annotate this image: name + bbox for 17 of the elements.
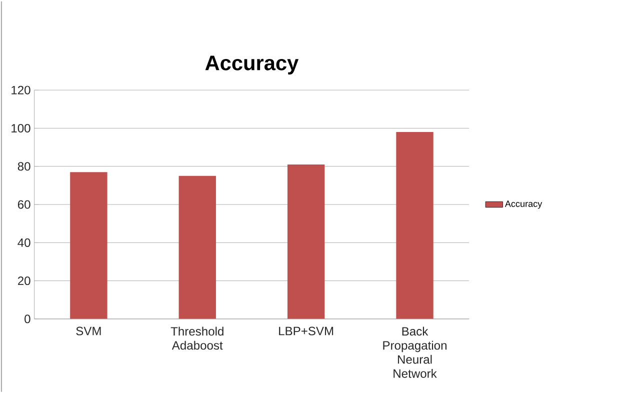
x-tick-label: SVM: [76, 326, 101, 336]
bar: [178, 176, 216, 319]
y-tick-label: 100: [12, 124, 30, 132]
y-tick-label: 0: [24, 314, 30, 324]
y-tick-label: 120: [12, 86, 30, 94]
y-tick-label: 20: [18, 276, 30, 285]
chart-title: Accuracy: [205, 56, 299, 74]
y-tick-label: 40: [18, 238, 30, 247]
x-tick-label: LBP+SVM: [279, 326, 334, 336]
y-tick-label: 80: [18, 162, 30, 170]
y-tick-label: 60: [18, 200, 30, 209]
legend-label: Accuracy: [504, 200, 542, 209]
x-tick-label: Back Propagation Neural Network: [383, 326, 446, 378]
x-tick-label: Threshold Adaboost: [170, 326, 224, 350]
bar: [396, 132, 434, 319]
bar: [287, 164, 325, 319]
bar: [70, 172, 108, 319]
